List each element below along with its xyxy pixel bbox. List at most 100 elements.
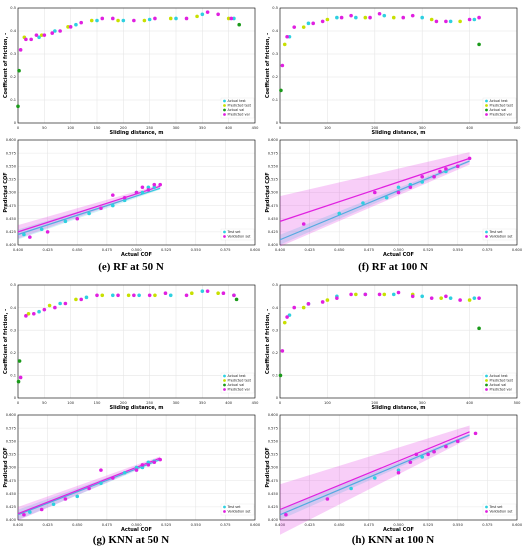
caption-h: (h) KNN at 100 N <box>352 534 435 546</box>
y-tick-label: 0.4 <box>272 306 278 310</box>
data-point <box>126 293 131 298</box>
y-tick-label: 0.450 <box>6 492 17 496</box>
data-point <box>408 460 413 465</box>
fit-line <box>279 434 470 516</box>
data-point <box>28 510 32 514</box>
legend-marker <box>485 104 488 107</box>
y-tick-label: 0.5 <box>10 6 16 10</box>
data-point <box>361 201 365 205</box>
x-tick-label: 0.600 <box>250 523 261 527</box>
y-axis-label: Predicted COF <box>265 172 271 212</box>
data-point <box>37 35 41 40</box>
y-tick-label: 0 <box>14 121 17 125</box>
data-point <box>282 320 287 325</box>
legend-entry: Validation set <box>228 510 252 514</box>
data-point <box>473 431 478 436</box>
data-point <box>75 494 80 499</box>
legend-box <box>220 228 255 241</box>
caption-g: (g) KNN at 50 N <box>93 534 169 546</box>
y-tick-label: 0.600 <box>268 138 279 142</box>
legend-entry: Predicted test <box>490 379 514 383</box>
data-point <box>111 16 115 21</box>
legend-box <box>220 372 255 394</box>
data-point <box>349 292 353 297</box>
legend-marker <box>223 374 226 378</box>
y-tick-label: 0.600 <box>6 138 17 142</box>
data-point <box>420 174 425 179</box>
data-point <box>153 293 157 298</box>
data-point <box>377 11 382 16</box>
data-point <box>37 309 41 314</box>
x-tick-label: 0.525 <box>161 248 171 252</box>
data-point <box>158 182 162 187</box>
legend-entry: Validation set <box>490 235 514 239</box>
legend-entry: Validation set <box>490 510 514 514</box>
legend-entry: Predicted test <box>490 104 514 108</box>
legend-entry: Validation set <box>228 235 252 239</box>
legend-marker <box>485 505 488 509</box>
y-tick-label: 0.3 <box>272 52 278 56</box>
data-point <box>17 68 21 73</box>
data-point <box>408 185 413 190</box>
legend-entry: Actual val <box>490 108 507 112</box>
y-tick-label: 0.400 <box>268 243 279 247</box>
data-point <box>111 203 115 208</box>
data-point <box>320 300 325 304</box>
data-point <box>146 463 151 467</box>
x-axis-label: Actual COF <box>121 527 152 533</box>
data-point <box>18 375 23 380</box>
chart-h-top: 0 100 200 300 400 500 0 0.1 0.2 0.3 0.4 0.5 Sliding … <box>265 283 521 411</box>
y-tick-label: 0.1 <box>272 374 278 378</box>
legend-marker <box>223 230 226 234</box>
data-point <box>373 190 377 195</box>
x-tick-label: 0.550 <box>453 248 464 252</box>
y-tick-label: 0.4 <box>10 29 16 33</box>
data-point <box>311 21 315 26</box>
data-point <box>232 293 236 298</box>
data-point <box>116 18 120 23</box>
y-tick-label: 0.3 <box>10 52 16 56</box>
legend-marker <box>485 99 488 103</box>
data-point <box>472 17 477 22</box>
fit-line <box>279 431 470 511</box>
x-axis-label: Sliding distance, m <box>110 130 164 136</box>
y-tick-label: 0.2 <box>272 351 278 355</box>
data-point <box>382 13 387 18</box>
data-point <box>184 293 189 298</box>
legend-entry: Test set <box>489 230 504 234</box>
data-point <box>280 349 285 353</box>
legend-marker <box>223 510 226 513</box>
x-tick-label: 0.425 <box>304 523 314 527</box>
data-point <box>216 291 220 296</box>
data-point <box>282 42 287 47</box>
data-point <box>229 16 234 21</box>
data-point <box>444 167 448 171</box>
y-tick-label: 0 <box>276 396 279 400</box>
x-tick-label: 0.425 <box>42 248 52 252</box>
y-tick-label: 0.500 <box>268 191 279 195</box>
legend-entry: Predicted val <box>490 388 512 392</box>
x-tick-label: 0.525 <box>423 248 433 252</box>
x-tick-label: 450 <box>252 401 260 405</box>
data-point <box>39 227 44 232</box>
x-tick-label: 400 <box>225 401 233 405</box>
x-tick-label: 0.550 <box>191 248 202 252</box>
legend-entry: Predicted test <box>228 104 252 108</box>
x-tick-label: 0.400 <box>275 248 286 252</box>
x-tick-label: 250 <box>146 126 154 130</box>
y-tick-label: 0.5 <box>272 283 278 287</box>
legend-entry: Predicted val <box>228 113 250 117</box>
data-point <box>432 449 436 454</box>
data-point <box>205 10 210 14</box>
legend-marker <box>223 235 226 238</box>
data-point <box>146 460 151 465</box>
data-point <box>100 293 105 298</box>
data-point <box>17 359 22 363</box>
x-tick-label: 0 <box>279 401 282 405</box>
data-point <box>140 190 145 195</box>
data-point <box>337 211 342 216</box>
x-tick-label: 0.600 <box>512 523 523 527</box>
data-point <box>444 444 448 449</box>
data-point <box>335 15 339 20</box>
